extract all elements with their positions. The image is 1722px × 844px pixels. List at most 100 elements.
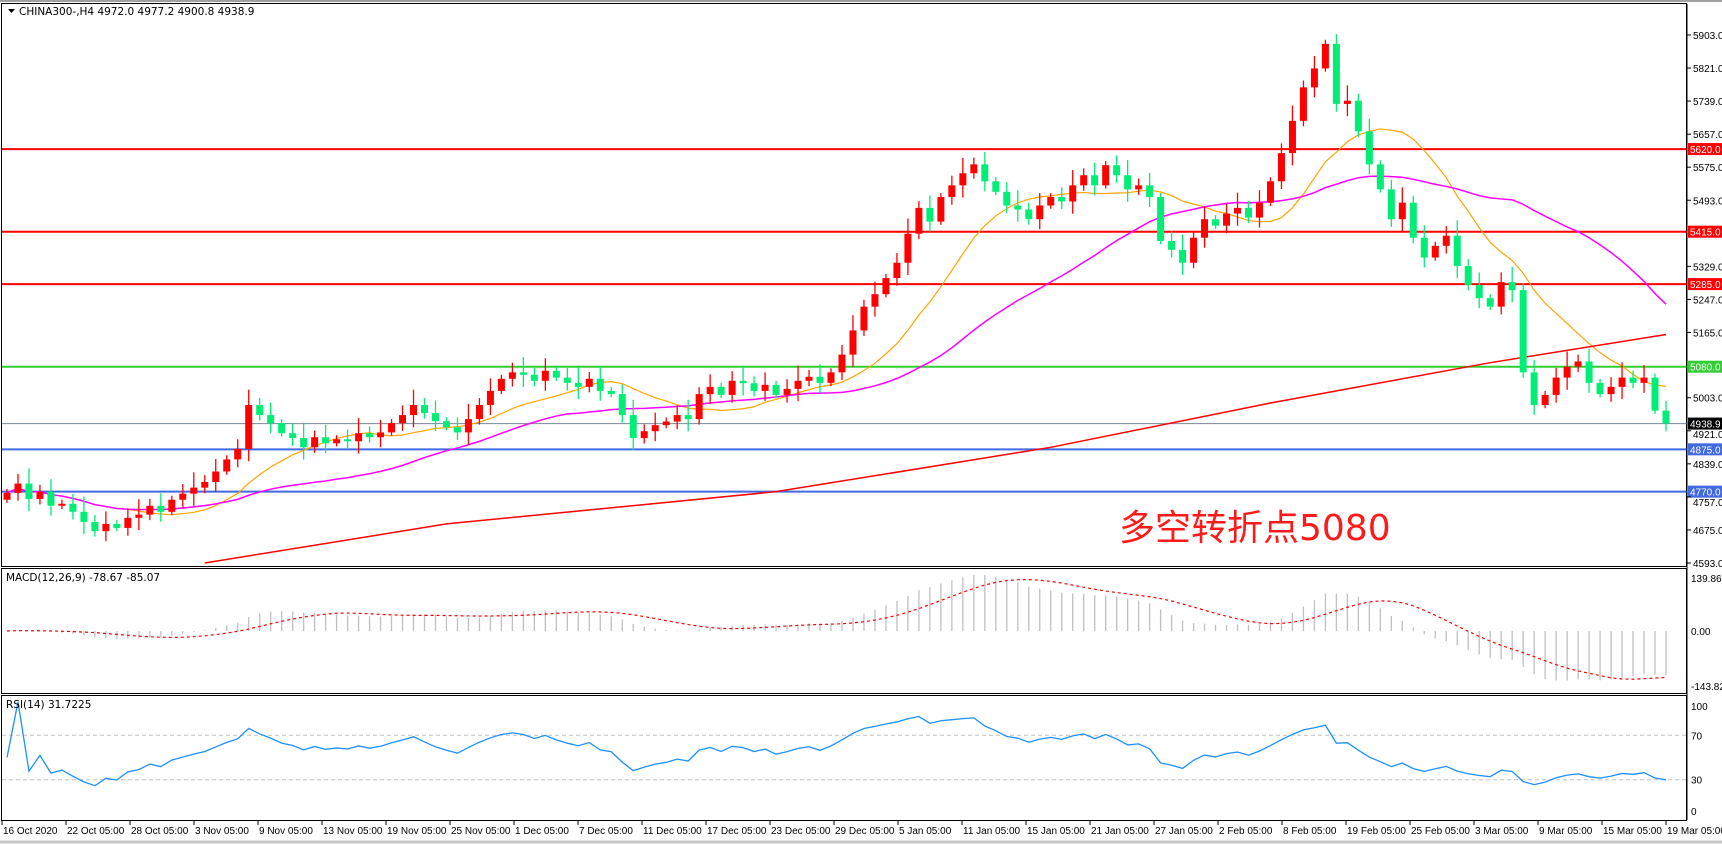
candle-up (948, 185, 956, 198)
time-tick-label: 22 Oct 05:00 (67, 826, 125, 837)
triangle-down-icon[interactable] (8, 9, 15, 13)
candle-down (289, 433, 297, 439)
rsi-indicator: 100 70 30 0 (2, 701, 1708, 818)
macd-tick-label: 139.86 (1691, 574, 1722, 585)
candle-up (1288, 120, 1296, 154)
candle-up (838, 354, 846, 373)
candle-down (1629, 377, 1637, 383)
candle-up (333, 439, 341, 444)
candle-down (596, 378, 604, 391)
candle-up (223, 459, 231, 472)
candle-up (146, 505, 154, 515)
candle-up (1201, 219, 1209, 238)
candle-up (1277, 153, 1285, 182)
candle-down (69, 503, 77, 512)
candle-up (761, 384, 769, 391)
candle-down (431, 413, 439, 422)
level-price-box (1688, 143, 1722, 156)
candle-down (1003, 191, 1011, 206)
candle-up (14, 483, 22, 493)
time-tick-label: 29 Dec 05:00 (835, 826, 895, 837)
candle-up (541, 370, 549, 381)
candle-up (1552, 377, 1560, 395)
horizontal-levels (2, 148, 1687, 493)
candle-down (80, 511, 88, 522)
level-price-label: 5415.0 (1690, 228, 1721, 239)
candle-down (1124, 175, 1132, 190)
candle-up (1255, 202, 1263, 218)
candle-down (1662, 410, 1670, 424)
candle-up (179, 493, 187, 500)
candle-up (959, 173, 967, 186)
candle-up (706, 386, 714, 395)
candle-down (1354, 100, 1362, 132)
time-tick-label: 5 Jan 05:00 (899, 826, 952, 837)
price-tick-label: 4839.0 (1693, 460, 1722, 471)
price-tick-label: 5493.0 (1693, 196, 1722, 207)
candle-up (508, 372, 516, 379)
candle-up (640, 431, 648, 439)
level-price-label: 5285.0 (1690, 280, 1721, 291)
candle-up (1618, 377, 1626, 387)
time-tick-label: 19 Mar 05:00 (1667, 826, 1722, 837)
macd-tick-label: -143.82 (1691, 682, 1722, 693)
candle-down (684, 415, 692, 420)
last-price-box (1688, 417, 1722, 430)
candle-down (1365, 131, 1373, 165)
rsi-tick-label: 70 (1691, 731, 1703, 742)
candle-up (651, 425, 659, 432)
price-tick-label: 5903.0 (1693, 31, 1722, 42)
candle-up (311, 437, 319, 448)
time-tick-label: 25 Nov 05:00 (451, 826, 511, 837)
rsi-label: RSI(14) 31.7225 (6, 699, 91, 711)
candle-up (673, 415, 681, 422)
candle-down (750, 383, 758, 391)
candle-up (1442, 235, 1450, 246)
candle-up (1310, 68, 1318, 88)
candle-down (47, 491, 55, 506)
rsi-tick-label: 0 (1691, 807, 1697, 818)
candle-up (1047, 197, 1055, 206)
price-axis: 5620.0 5415.0 5285.0 5080.0 4875.0 4770.0 4938… (1686, 4, 1722, 820)
candle-down (629, 415, 637, 439)
candle-down (113, 523, 121, 528)
candle-up (1069, 185, 1077, 202)
candle-up (1343, 100, 1351, 104)
candle-down (618, 394, 626, 416)
time-tick-label: 25 Feb 05:00 (1411, 826, 1470, 837)
candle-down (772, 384, 780, 395)
candle-down (816, 376, 824, 383)
candle-down (366, 433, 374, 438)
price-tick-label: 5003.0 (1693, 394, 1722, 405)
candle-up (212, 471, 220, 482)
level-price-box (1688, 443, 1722, 456)
candle-up (1080, 175, 1088, 186)
time-tick-label: 2 Feb 05:00 (1219, 826, 1273, 837)
candle-up (871, 294, 879, 307)
time-tick-label: 13 Nov 05:00 (323, 826, 383, 837)
time-tick-label: 19 Feb 05:00 (1347, 826, 1406, 837)
candle-down (1508, 282, 1516, 291)
price-tick-label: 5575.0 (1693, 163, 1722, 174)
candle-down (1168, 240, 1176, 250)
candle-up (893, 262, 901, 279)
price-tick-label: 4675.0 (1693, 526, 1722, 537)
candle-down (519, 372, 527, 375)
candle-down (1409, 202, 1417, 238)
candle-down (1596, 382, 1604, 395)
candle-down (322, 437, 330, 444)
candle-up (486, 390, 494, 406)
level-price-box (1688, 485, 1722, 498)
candle-down (1146, 185, 1154, 198)
time-tick-label: 9 Mar 05:00 (1539, 826, 1593, 837)
candle-down (300, 438, 308, 448)
candle-down (157, 505, 165, 512)
candle-down (1014, 205, 1022, 210)
candle-up (1541, 394, 1549, 406)
level-price-box (1688, 360, 1722, 373)
candle-up (1135, 185, 1143, 190)
candles (3, 34, 1670, 542)
time-tick-label: 16 Oct 2020 (3, 826, 58, 837)
time-tick-label: 8 Feb 05:00 (1283, 826, 1337, 837)
